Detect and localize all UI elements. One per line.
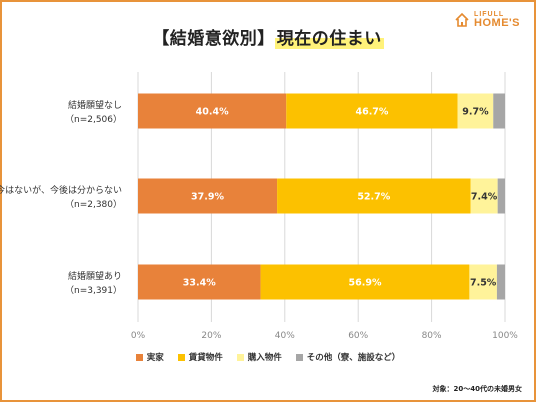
category-labels: 結婚願望なし （n=2,506） 今はないが、今後は分からない （n=2,380） 結婚… bbox=[0, 99, 122, 296]
legend-item: 賃貸物件 bbox=[177, 351, 223, 363]
bar-data-label: 40.4% bbox=[196, 107, 229, 118]
lifull-homes-logo: LIFULL HOME'S bbox=[454, 11, 520, 29]
logo-line1: LIFULL bbox=[474, 11, 505, 18]
category-label: 今はないが、今後は分からない bbox=[0, 184, 122, 196]
x-tick-label: 40% bbox=[275, 331, 295, 341]
legend-label: 実家 bbox=[146, 353, 164, 363]
bar-segment bbox=[470, 178, 498, 214]
bar-segment bbox=[286, 93, 458, 129]
x-tick-labels: 0% 20% 40% 60% 80% 100% bbox=[131, 331, 518, 341]
chart-title-highlight: 現在の住まい bbox=[274, 29, 384, 49]
legend-swatch bbox=[177, 353, 185, 361]
x-tick-label: 100% bbox=[492, 331, 518, 341]
bar-data-label: 9.7% bbox=[462, 107, 489, 118]
legend-item: 実家 bbox=[135, 351, 164, 363]
bar-data-label: 7.5% bbox=[470, 278, 497, 289]
legend-swatch bbox=[236, 353, 244, 361]
bar-data-label: 46.7% bbox=[355, 107, 388, 118]
x-tick-label: 0% bbox=[131, 331, 146, 341]
house-icon bbox=[455, 12, 469, 27]
x-tick-label: 80% bbox=[422, 331, 442, 341]
legend-label: その他（寮、施設など） bbox=[306, 353, 401, 363]
chart-title: 【結婚意欲別】 現在の住まい bbox=[148, 24, 388, 50]
bar-segment bbox=[277, 178, 471, 214]
footnote: 対象：20～40代の未婚男女 bbox=[432, 385, 522, 393]
logo-line2: HOME'S bbox=[474, 17, 520, 29]
bar-segment bbox=[138, 93, 287, 129]
bar-data-label: 56.9% bbox=[349, 278, 382, 289]
x-tick-label: 60% bbox=[348, 331, 368, 341]
category-label: 結婚願望あり bbox=[68, 270, 122, 282]
bar-segment bbox=[493, 93, 505, 129]
bar-data-label: 37.9% bbox=[191, 192, 224, 203]
bar-segment bbox=[497, 178, 505, 214]
legend: 実家 賃貸物件 購入物件 その他（寮、施設など） bbox=[0, 351, 536, 363]
bar-data-label: 7.4% bbox=[471, 192, 498, 203]
legend-swatch bbox=[295, 353, 303, 361]
bar-segment bbox=[138, 264, 261, 300]
category-label: 結婚願望なし bbox=[68, 99, 122, 111]
bar-segment bbox=[457, 93, 494, 129]
bar-segment bbox=[138, 178, 278, 214]
bars: 40.4% 46.7% 9.7% 37.9% 52.7% 7.4% 33.4% 56.9% 7.… bbox=[138, 93, 505, 300]
bar-segment bbox=[496, 264, 505, 300]
legend-swatch bbox=[135, 353, 143, 361]
category-n-label: （n=2,506） bbox=[65, 114, 122, 125]
legend-label: 賃貸物件 bbox=[188, 353, 223, 363]
legend-item: その他（寮、施設など） bbox=[295, 351, 401, 363]
legend-item: 購入物件 bbox=[236, 351, 282, 363]
bar-segment bbox=[469, 264, 497, 300]
category-n-label: （n=3,391） bbox=[65, 285, 122, 296]
x-tick-label: 20% bbox=[201, 331, 221, 341]
legend-label: 購入物件 bbox=[247, 353, 282, 363]
category-n-label: （n=2,380） bbox=[65, 199, 122, 210]
bar-data-label: 33.4% bbox=[183, 278, 216, 289]
chart-title-prefix: 【結婚意欲別】 bbox=[152, 29, 275, 49]
bar-data-label: 52.7% bbox=[357, 192, 390, 203]
bar-segment bbox=[260, 264, 470, 300]
